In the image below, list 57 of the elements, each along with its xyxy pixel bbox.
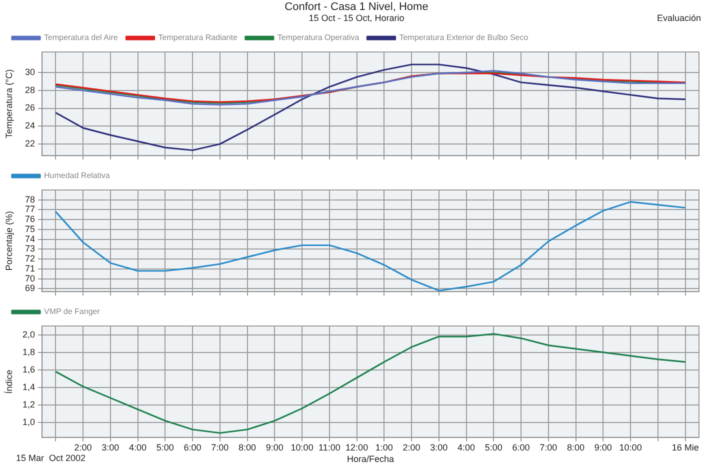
y-tick-label: 69 [24, 283, 35, 294]
x-tick-label: 8:00 [567, 442, 585, 452]
y-tick-label: 78 [24, 194, 35, 204]
y-axis-title: Índice [4, 370, 14, 394]
x-tick-label: 8:00 [238, 442, 256, 452]
y-tick-label: 1,8 [22, 346, 35, 357]
x-tick-label: 1:00 [375, 442, 393, 452]
y-tick-label: 26 [24, 102, 35, 113]
y-axis-title: Temperatura (°C) [4, 69, 14, 138]
x-tick-label: 7:00 [540, 442, 558, 452]
x-tick-label: 12:00 [346, 442, 368, 452]
legend-label: VMP de Fanger [44, 307, 100, 316]
x-tick-label: 4:00 [129, 442, 147, 452]
x-tick-label: 6:00 [512, 442, 530, 452]
x-tick-label: 5:00 [156, 442, 174, 452]
x-tick-label: 4:00 [458, 442, 476, 452]
chart-subtitle: 15 Oct - 15 Oct, Horario [308, 13, 404, 23]
y-tick-label: 30 [24, 67, 35, 78]
y-tick-label: 72 [24, 254, 35, 264]
y-tick-label: 74 [24, 234, 35, 244]
y-tick-label: 24 [24, 120, 35, 131]
y-tick-label: 1,0 [22, 416, 35, 427]
x-tick-label: 10:00 [619, 442, 642, 452]
x-tick-label: 10:00 [290, 442, 314, 452]
legend-label: Temperatura Operativa [277, 33, 360, 42]
y-tick-label: 76 [24, 214, 35, 224]
x-tick-label: 5:00 [484, 442, 502, 452]
text: Evaluación [656, 13, 701, 23]
y-tick-label: 2,0 [22, 329, 35, 340]
y-tick-label: 71 [24, 263, 35, 274]
y-tick-label: 1,6 [22, 364, 35, 374]
y-tick-label: 73 [24, 244, 35, 254]
y-tick-label: 77 [24, 204, 35, 214]
legend-label: Humedad Relativa [44, 171, 110, 180]
x-axis-title: Hora/Fecha [346, 454, 394, 464]
y-tick-label: 28 [24, 84, 35, 95]
y-tick-label: 70 [24, 273, 35, 284]
x-tick-label: 7:00 [211, 442, 229, 452]
text: 15 Mar Oct 2002 [16, 452, 86, 463]
x-tick-label: 2:00 [402, 442, 420, 452]
chart-title: Confort - Casa 1 Nivel, Home [284, 1, 430, 13]
x-tick-label: 3:00 [430, 442, 448, 452]
legend-label: Temperatura Radiante [158, 33, 238, 42]
x-tick-label: 2:00 [74, 442, 92, 452]
x-tick-label: 16 Mie [672, 442, 699, 452]
x-tick-label: 6:00 [184, 442, 202, 452]
y-tick-label: 22 [24, 138, 35, 148]
legend-label: Temperatura del Aire [44, 33, 118, 42]
y-tick-label: 75 [24, 224, 35, 234]
y-tick-label: 1,2 [22, 399, 35, 410]
y-axis-title: Porcentaje (%) [4, 211, 14, 271]
x-tick-label: 9:00 [266, 442, 284, 452]
legend-label: Temperatura Exterior de Bulbo Seco [399, 33, 529, 42]
y-tick-label: 1,4 [22, 382, 35, 392]
x-tick-label: 9:00 [594, 442, 612, 452]
x-tick-label: 3:00 [102, 442, 120, 452]
x-tick-label: 11:00 [318, 442, 340, 452]
